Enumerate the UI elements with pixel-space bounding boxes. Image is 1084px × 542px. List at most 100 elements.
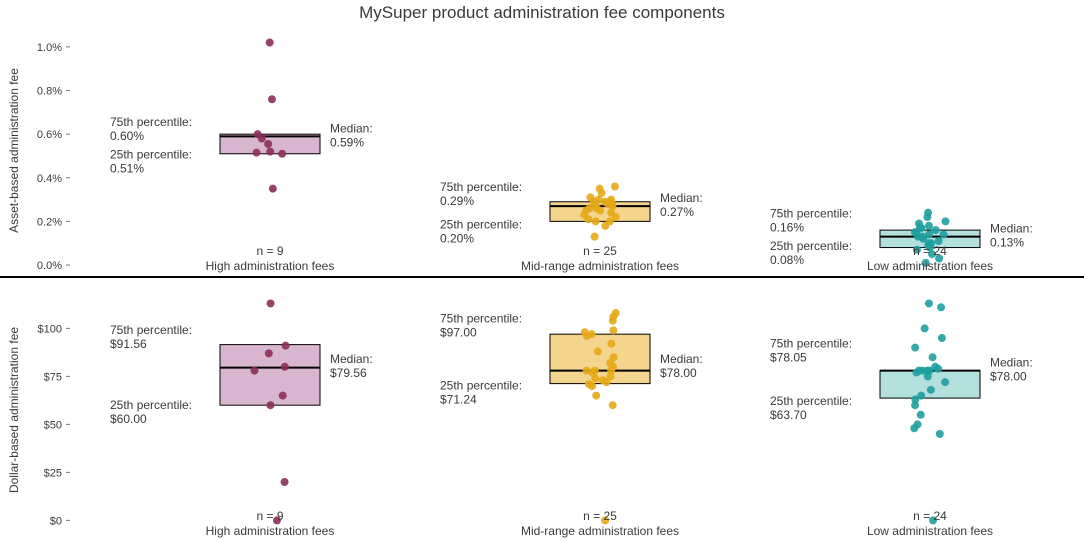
group-n-label: n = 25: [583, 244, 617, 258]
data-point: [936, 430, 944, 438]
data-point: [592, 217, 600, 225]
data-point: [934, 365, 942, 373]
data-point: [278, 150, 286, 158]
asset-group-low: 75th percentile:0.16% 25th percentile:0.0…: [770, 206, 1033, 273]
group-category-label: Mid-range administration fees: [521, 524, 679, 538]
percentile-label: 75th percentile:: [770, 206, 852, 220]
data-point: [911, 344, 919, 352]
percentile-label: 25th percentile:: [110, 398, 192, 412]
median-label: Median:: [330, 352, 373, 366]
group-n-label: n = 9: [256, 244, 283, 258]
y-tick-label: 0.2%: [37, 216, 62, 228]
y-tick-label: 0.6%: [37, 129, 62, 141]
data-point: [264, 140, 272, 148]
data-point: [268, 95, 276, 103]
data-point: [932, 226, 940, 234]
data-point: [281, 363, 289, 371]
data-point: [912, 369, 920, 377]
y-tick-label: 1.0%: [37, 42, 62, 54]
data-point: [603, 378, 611, 386]
data-point: [253, 149, 261, 157]
y-tick-label: $75: [44, 371, 62, 383]
percentile-value: 0.29%: [440, 194, 474, 208]
dollar-group-low: 75th percentile:$78.0525th percentile:$6…: [770, 299, 1033, 538]
percentile-value: $97.00: [440, 325, 477, 339]
dollar-y-axis: $0$25$50$75$100: [38, 323, 70, 527]
data-point: [937, 303, 945, 311]
percentile-value: $60.00: [110, 412, 147, 426]
data-point: [941, 378, 949, 386]
group-n-label: n = 24: [913, 509, 947, 523]
data-point: [611, 182, 619, 190]
percentile-label: 25th percentile:: [440, 379, 522, 393]
data-point: [266, 148, 274, 156]
percentile-value: 0.08%: [770, 253, 804, 267]
y-tick-label: $25: [44, 467, 62, 479]
percentile-value: $71.24: [440, 393, 477, 407]
group-n-label: n = 24: [913, 244, 947, 258]
percentile-value: 0.51%: [110, 161, 144, 175]
data-point: [917, 411, 925, 419]
percentile-label: 75th percentile:: [110, 323, 192, 337]
percentile-label: 75th percentile:: [110, 115, 192, 129]
y-tick-label: $0: [50, 515, 62, 527]
data-point: [940, 230, 948, 238]
percentile-value: 0.20%: [440, 231, 474, 245]
percentile-value: 0.16%: [770, 220, 804, 234]
data-point: [921, 324, 929, 332]
data-point: [265, 349, 273, 357]
data-point: [591, 233, 599, 241]
data-point: [911, 401, 919, 409]
data-point: [282, 342, 290, 350]
median-label: Median:: [330, 121, 373, 135]
asset-y-axis: 0.0%0.2%0.4%0.6%0.8%1.0%: [37, 42, 70, 272]
data-point: [281, 478, 289, 486]
data-point: [923, 213, 931, 221]
data-point: [267, 299, 275, 307]
dollar-y-axis-label: Dollar-based administration fee: [7, 327, 21, 493]
data-point: [266, 39, 274, 47]
dollar-group-high: 75th percentile:$91.56 25th percentile:$6…: [110, 299, 373, 538]
median-value: $78.00: [990, 370, 1027, 384]
data-point: [601, 222, 609, 230]
data-point: [942, 217, 950, 225]
data-point: [609, 317, 617, 325]
data-point: [596, 206, 604, 214]
data-point: [924, 372, 932, 380]
group-category-label: Low administration fees: [867, 524, 993, 538]
data-point: [609, 326, 617, 334]
percentile-value: $91.56: [110, 337, 147, 351]
fee-components-chart: MySuper product administration fee compo…: [0, 0, 1084, 542]
median-label: Median:: [990, 222, 1033, 236]
y-tick-label: $50: [44, 419, 62, 431]
percentile-value: $63.70: [770, 408, 807, 422]
data-point: [594, 347, 602, 355]
asset-y-axis-label: Asset-based administration fee: [7, 68, 21, 233]
median-value: $79.56: [330, 366, 367, 380]
percentile-label: 25th percentile:: [770, 239, 852, 253]
data-point: [583, 332, 591, 340]
group-category-label: High administration fees: [206, 524, 335, 538]
group-category-label: Mid-range administration fees: [521, 259, 679, 273]
median-value: 0.59%: [330, 135, 364, 149]
y-tick-label: 0.4%: [37, 173, 62, 185]
group-category-label: Low administration fees: [867, 259, 993, 273]
asset-group-high: 75th percentile:0.60%25th percentile:0.5…: [110, 39, 373, 273]
group-n-label: n = 25: [583, 509, 617, 523]
dollar-group-mid: 75th percentile:$97.00 25th percentile:$7…: [440, 309, 703, 538]
percentile-value: 0.60%: [110, 129, 144, 143]
chart-title: MySuper product administration fee compo…: [359, 3, 725, 22]
asset-group-mid: 75th percentile:0.29%25th percentile:0.2…: [440, 180, 703, 273]
data-point: [266, 401, 274, 409]
percentile-label: 75th percentile:: [440, 311, 522, 325]
boxplot-box: [550, 334, 650, 383]
group-n-label: n = 9: [256, 509, 283, 523]
data-point: [925, 222, 933, 230]
data-point: [591, 374, 599, 382]
median-label: Median:: [660, 352, 703, 366]
median-value: 0.13%: [990, 236, 1024, 250]
median-value: 0.27%: [660, 205, 694, 219]
median-label: Median:: [990, 356, 1033, 370]
data-point: [584, 215, 592, 223]
data-point: [269, 185, 277, 193]
